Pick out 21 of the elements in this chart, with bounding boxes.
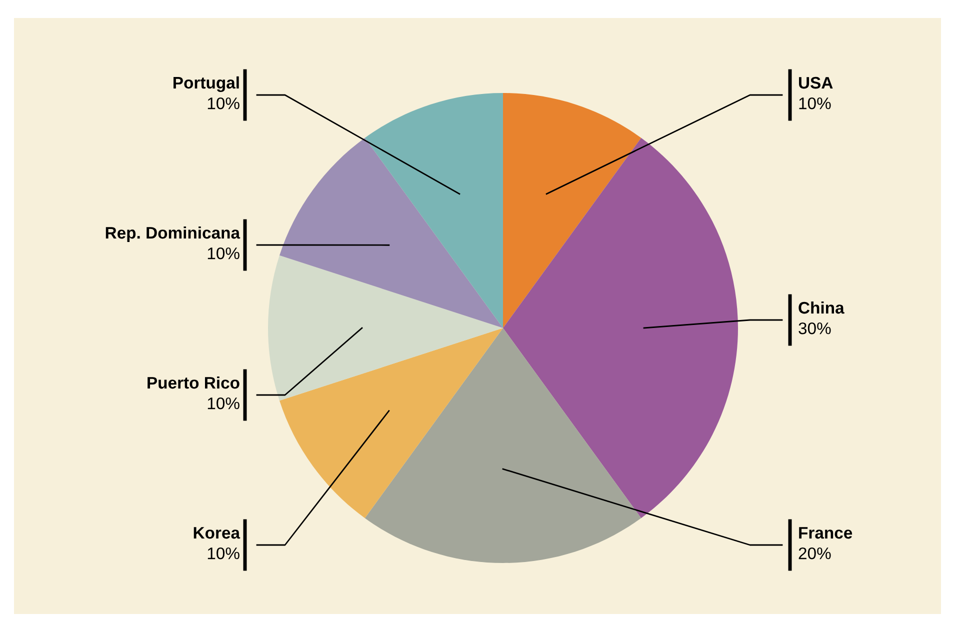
pie-slice [280, 328, 503, 518]
pie-slice [280, 138, 503, 328]
data-label: 10% [208, 547, 240, 560]
pie-slice [503, 93, 642, 328]
data-label: 10% [208, 397, 240, 410]
data-label: 30% [798, 322, 831, 334]
pie-slice [503, 138, 738, 518]
pie-slice [268, 255, 503, 401]
slice-label: USA [799, 76, 833, 89]
pie-slice [364, 328, 642, 563]
slice-label: Puerto Rico [148, 376, 240, 389]
data-label: 20% [798, 547, 831, 560]
slice-label: Rep. Dominicana [106, 226, 240, 242]
pie-slice [364, 93, 503, 328]
data-label: 10% [799, 97, 831, 110]
slice-label: China [798, 301, 844, 314]
data-label: 10% [208, 247, 240, 260]
slice-label: France [799, 527, 852, 539]
slice-label: Portugal [174, 76, 239, 92]
data-label: 10% [208, 97, 240, 110]
slice-label: Korea [194, 527, 240, 539]
